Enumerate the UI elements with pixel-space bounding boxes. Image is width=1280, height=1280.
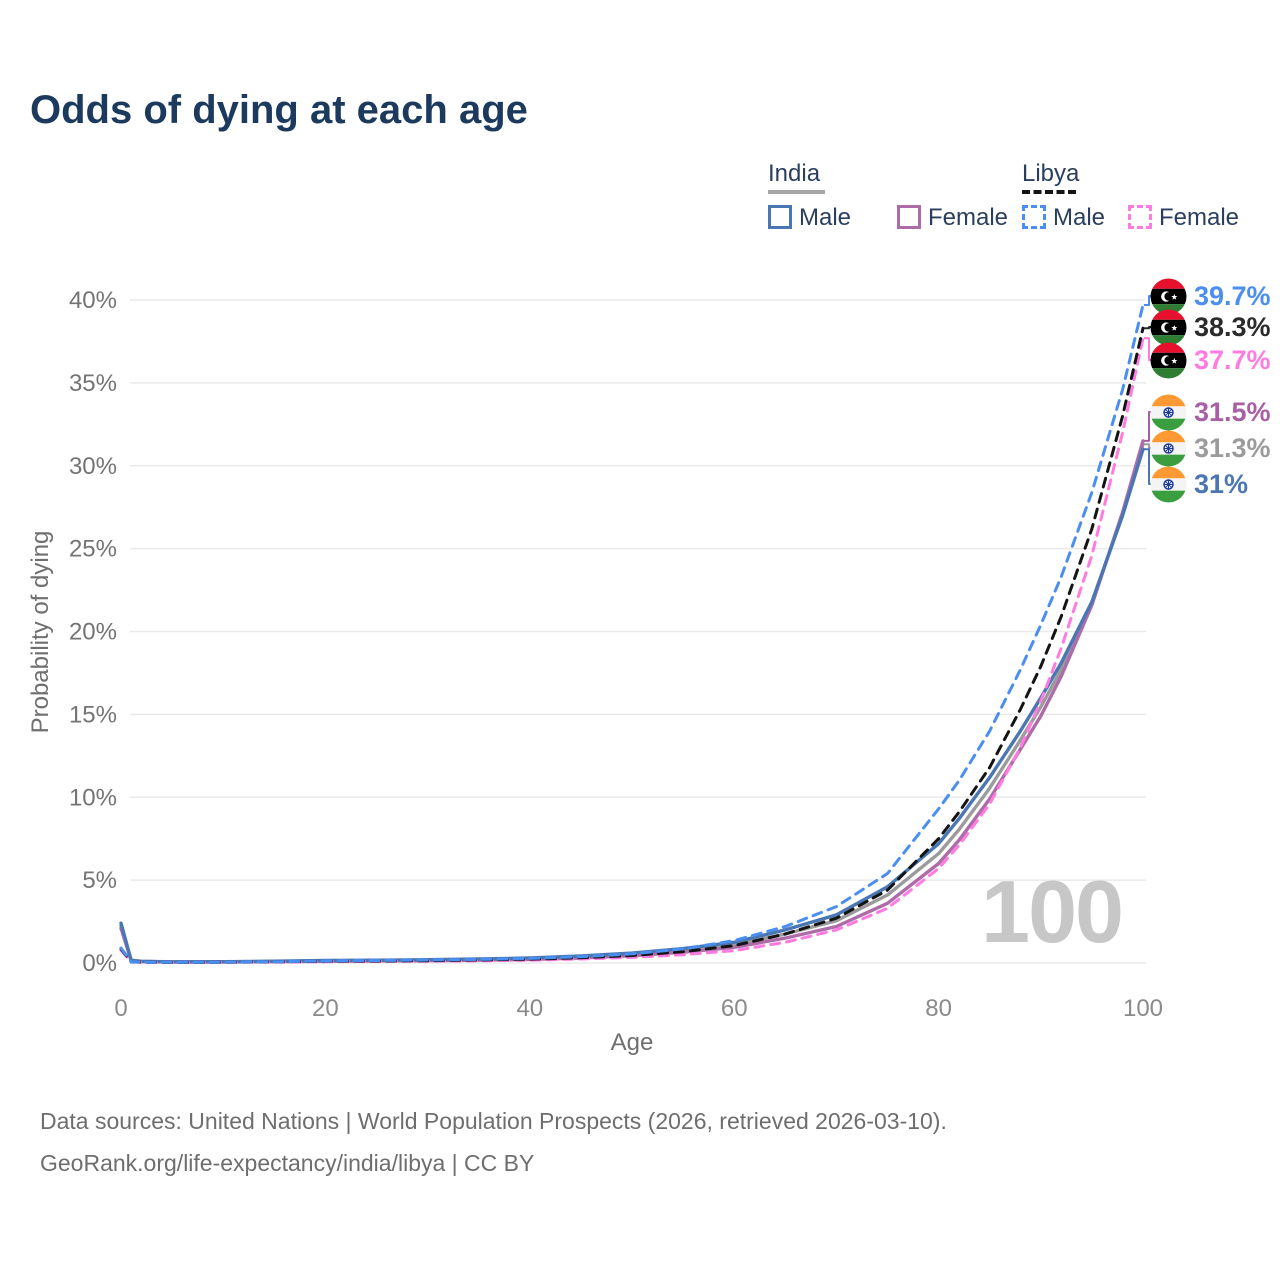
y-tick-label: 20% bbox=[69, 619, 117, 646]
end-label-india-male: 31% bbox=[1150, 465, 1248, 503]
age-watermark: 100 bbox=[981, 862, 1124, 961]
legend-label-india-female: Female bbox=[928, 204, 1009, 231]
india-flag-icon bbox=[1150, 394, 1187, 430]
legend-swatch-india-male bbox=[768, 205, 792, 229]
y-tick-label: 15% bbox=[69, 701, 117, 728]
legend-swatch-libya-female bbox=[1128, 205, 1152, 229]
y-tick-label: 25% bbox=[69, 536, 117, 563]
libya-line-style-swatch bbox=[1022, 190, 1076, 194]
y-tick-label: 35% bbox=[69, 370, 117, 397]
end-label-value: 39.7% bbox=[1194, 280, 1271, 311]
libya-flag-icon bbox=[1150, 278, 1187, 314]
x-tick-label: 40 bbox=[516, 995, 543, 1022]
y-tick-label: 30% bbox=[69, 453, 117, 480]
attribution-url-text: GeoRank.org/life-expectancy/india/libya … bbox=[40, 1150, 535, 1176]
end-label-value: 38.3% bbox=[1194, 311, 1271, 342]
x-tick-label: 60 bbox=[721, 995, 748, 1022]
y-tick-label: 5% bbox=[82, 867, 117, 894]
page-title: Odds of dying at each age bbox=[30, 88, 528, 132]
end-label-india-female: 31.5% bbox=[1150, 393, 1271, 431]
legend-group-title-libya: Libya bbox=[1022, 160, 1080, 187]
x-tick-label: 0 bbox=[114, 995, 127, 1022]
x-tick-label: 80 bbox=[925, 995, 952, 1022]
end-label-india-all: 31.3% bbox=[1150, 429, 1271, 467]
end-label-libya-female: 37.7% bbox=[1150, 341, 1271, 379]
x-tick-label: 100 bbox=[1123, 995, 1163, 1022]
y-tick-label: 40% bbox=[69, 287, 117, 314]
y-tick-label: 10% bbox=[69, 784, 117, 811]
end-label-libya-all: 38.3% bbox=[1150, 308, 1271, 346]
legend-group-title-india: India bbox=[768, 160, 821, 187]
legend-label-india-male: Male bbox=[799, 204, 852, 231]
end-label-value: 31.5% bbox=[1194, 396, 1271, 427]
libya-flag-icon bbox=[1150, 342, 1187, 378]
end-label-value: 31% bbox=[1194, 468, 1249, 499]
x-axis-title: Age bbox=[611, 1029, 654, 1056]
india-line-style-swatch bbox=[768, 190, 825, 194]
india-flag-icon bbox=[1150, 430, 1187, 466]
legend-label-libya-male: Male bbox=[1053, 204, 1106, 231]
end-label-value: 37.7% bbox=[1194, 344, 1271, 375]
legend-label-libya-female: Female bbox=[1159, 204, 1240, 231]
x-tick-label: 20 bbox=[312, 995, 339, 1022]
y-axis-title: Probability of dying bbox=[27, 531, 54, 734]
end-label-value: 31.3% bbox=[1194, 432, 1271, 463]
data-sources-text: Data sources: United Nations | World Pop… bbox=[40, 1108, 947, 1134]
legend-swatch-libya-male bbox=[1022, 205, 1046, 229]
end-label-libya-male: 39.7% bbox=[1150, 277, 1271, 315]
y-tick-label: 0% bbox=[82, 950, 117, 977]
india-flag-icon bbox=[1150, 466, 1187, 502]
legend-swatch-india-female bbox=[897, 205, 921, 229]
libya-flag-icon bbox=[1150, 309, 1187, 345]
